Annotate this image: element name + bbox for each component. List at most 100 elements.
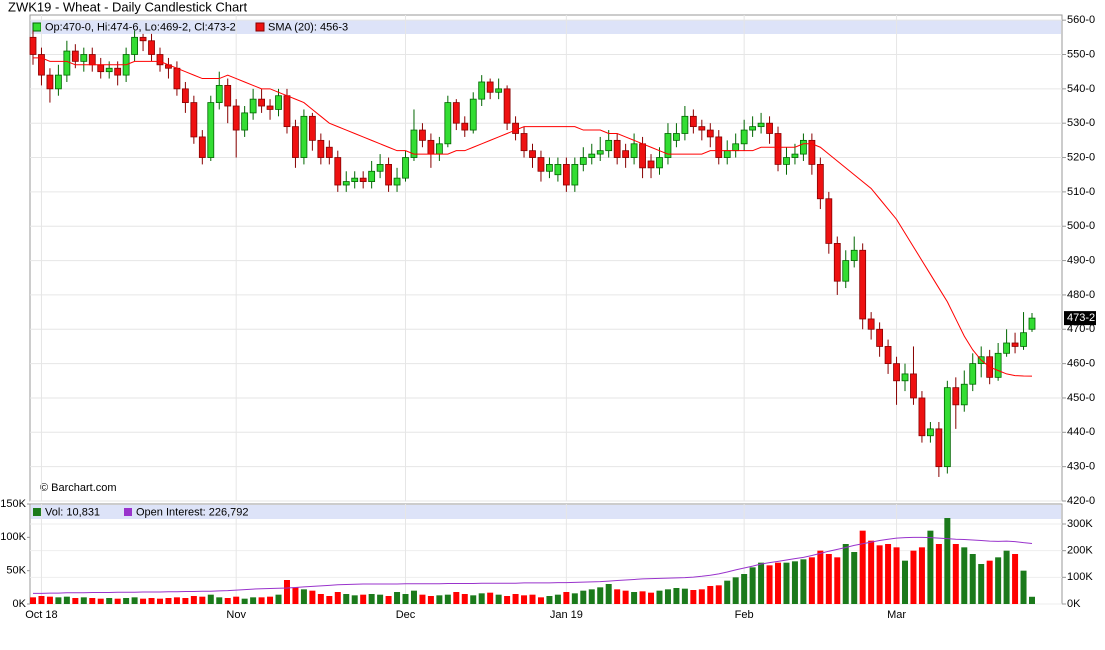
last-price-box [1064,311,1096,326]
volume-bar [766,565,773,604]
volume-bar [292,587,299,604]
candle-body [520,133,528,152]
candle-body [131,36,138,55]
volume-bar [131,597,138,604]
volume-bar [859,530,866,604]
volume-bar [283,580,290,604]
volume-bar [444,594,451,604]
x-tick-label: Nov [226,609,246,621]
volume-bar [250,597,257,604]
volume-bar [842,544,849,604]
volume-bar [1003,550,1010,604]
volume-bar [673,588,680,604]
volume-bar [783,562,790,604]
volume-bar [521,595,528,604]
candle-body [224,85,232,107]
candle-body [927,428,934,437]
candle-body [893,363,900,382]
candle-body [1020,332,1027,347]
candle-body [156,54,164,66]
volume-bar [377,594,384,604]
candle-body [215,85,223,103]
candle-body [148,40,155,55]
candle-body [63,50,71,76]
volume-bar [317,594,324,604]
volume-bar [114,598,121,604]
candle-body [46,74,54,90]
candle-body [495,88,503,93]
candle-body [816,164,824,200]
volume-bar [402,594,409,604]
volume-bar [300,589,307,604]
volume-bar [89,598,96,604]
volume-bar [267,596,274,604]
volume-bar [106,598,113,604]
volume-bar [893,547,900,604]
candle-body [368,170,376,182]
candle-body [732,143,740,152]
volume-bar [241,598,248,604]
volume-bar [410,590,417,604]
legend-swatch [255,22,265,32]
volume-bar [791,561,798,604]
volume-bar [571,593,578,604]
volume-bar [927,530,934,604]
candle-body [554,164,562,176]
candle-body [740,129,748,145]
volume-bar [622,590,629,604]
candle-body [588,153,596,158]
volume-bar [681,588,688,604]
volume-bar [749,567,756,604]
candle-body [452,102,460,124]
volume-bar [165,598,172,604]
candle-body [512,122,519,134]
volume-bar [343,594,350,604]
volume-bar [233,596,240,604]
candle-body [317,139,325,158]
volume-bar [495,594,502,604]
volume-bar [817,550,824,604]
y-tick-label: 480-0 [1067,289,1095,301]
volume-bar [182,598,189,604]
volume-bar [690,590,697,604]
legend-strip [31,20,1061,34]
candle-body [292,126,299,158]
volume-bar [995,557,1002,604]
candle-body [791,153,799,158]
candle-body [385,164,392,186]
y-tick-label: 500-0 [1067,220,1095,232]
price-panel [29,14,1063,502]
legend-volume: Vol: 10,831 [45,506,100,518]
candle-body [723,150,731,158]
volume-bar [360,594,367,604]
volume-bar [537,597,544,604]
volume-bar [46,596,53,604]
volume-bar [97,598,104,604]
volume-bar [72,598,79,604]
candle-body [29,36,37,55]
volume-bar [563,592,570,604]
candle-body [766,122,773,134]
candle-body [71,50,79,62]
candle-body [749,126,757,131]
y-tick-label: 430-0 [1067,461,1095,473]
candle-body [715,136,723,158]
candle-body [681,115,689,134]
volume-bar [614,589,621,604]
candle-body [88,54,96,66]
candle-body [529,150,536,158]
x-tick-label: Feb [735,609,754,621]
candle-body [1011,342,1019,347]
volume-bar [30,597,36,604]
candle-body [283,95,291,128]
candle-body [647,160,655,169]
volume-bar [1029,596,1035,604]
candle-body [376,164,384,172]
candle-body [706,129,714,138]
candle-body [1003,342,1011,354]
volume-bar [664,589,671,604]
y-tick-label: 490-0 [1067,254,1095,266]
candle-body [402,157,409,179]
candle-body [579,157,587,165]
candle-body [910,373,917,399]
